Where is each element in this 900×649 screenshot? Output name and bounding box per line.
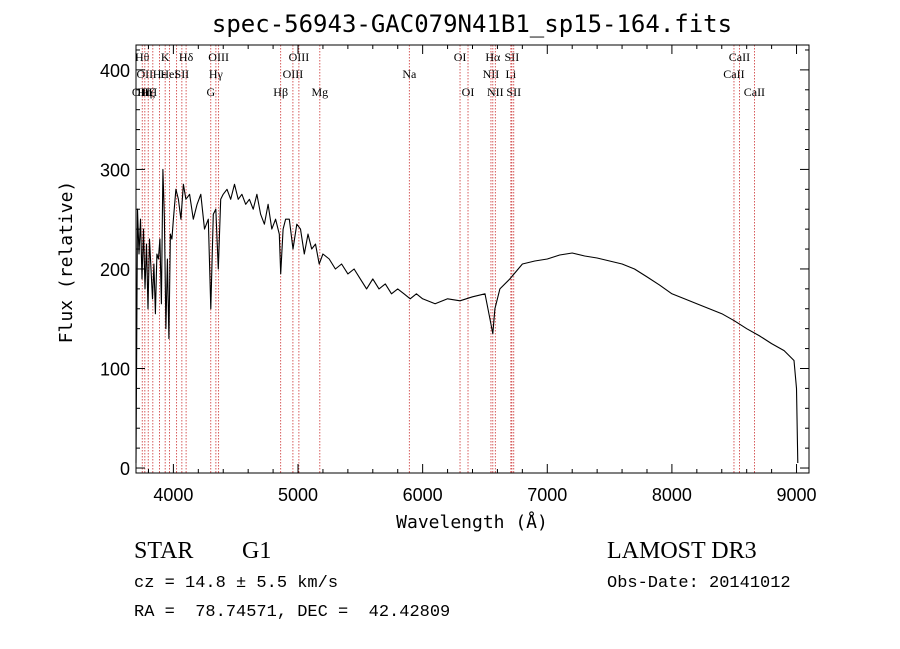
line-marker-label: Hβ xyxy=(273,85,288,99)
plot-frame xyxy=(135,44,810,474)
x-axis-label: Wavelength (Å) xyxy=(396,511,548,533)
line-marker-label: OI xyxy=(462,85,475,99)
y-tick-label: 0 xyxy=(120,459,130,479)
survey-name: LAMOST DR3 xyxy=(607,538,757,564)
y-tick-label: 300 xyxy=(100,160,130,180)
line-marker-label: SII xyxy=(175,67,190,81)
line-marker-label: OIII xyxy=(283,67,304,81)
x-tick-label: 6000 xyxy=(403,485,443,505)
line-marker-label: NII xyxy=(483,67,500,81)
line-marker-label: OIII xyxy=(208,50,229,64)
line-marker-layer: HθOIIIOIIHηHζHHεKHeISIIHδGHγOIIIHβOIIIOI… xyxy=(132,45,765,473)
observation-date: Obs-Date: 20141012 xyxy=(607,574,791,593)
line-marker-label: Hδ xyxy=(179,50,194,64)
line-marker-label: Hθ xyxy=(135,50,150,64)
line-marker-label: Hζ xyxy=(141,85,155,99)
axis-layer: 4000 5000 6000 7000 8000 9000 0 100 200 300 400 xyxy=(100,44,817,505)
y-tick-label: 100 xyxy=(100,359,130,379)
y-tick-label: 200 xyxy=(100,260,130,280)
line-marker-label: CaII xyxy=(723,67,744,81)
x-tick-label: 5000 xyxy=(278,485,318,505)
x-tick-label: 9000 xyxy=(777,485,817,505)
line-marker-label: Hα xyxy=(485,50,501,64)
line-marker-label: Hε xyxy=(153,67,167,81)
line-marker-label: CaII xyxy=(744,85,765,99)
line-marker-label: G xyxy=(206,85,215,99)
line-marker-label: HeI xyxy=(160,67,178,81)
line-marker-label: OIII xyxy=(132,85,153,99)
line-marker-label: NII xyxy=(487,85,504,99)
x-tick-label: 7000 xyxy=(527,485,567,505)
x-tick-label: 4000 xyxy=(153,485,193,505)
line-marker-label: K xyxy=(161,50,170,64)
line-marker-label: Hγ xyxy=(209,67,224,81)
object-class: STAR xyxy=(134,538,194,564)
chart-title: spec-56943-GAC079N41B1_sp15-164.fits xyxy=(212,10,732,38)
line-marker-label: OII xyxy=(137,67,154,81)
series-line-flux xyxy=(135,168,799,464)
coordinates: RA = 78.74571, DEC = 42.42809 xyxy=(134,603,451,622)
line-marker-label: Mg xyxy=(311,85,328,99)
y-tick-label: 400 xyxy=(100,61,130,81)
line-marker-label: SII xyxy=(506,85,521,99)
line-marker-label: Li xyxy=(506,67,517,81)
line-marker-label: OIII xyxy=(289,50,310,64)
redshift-value: cz = 14.8 ± 5.5 km/s xyxy=(134,574,339,593)
line-marker-label: H xyxy=(148,85,157,99)
series-layer xyxy=(135,168,799,464)
line-marker-label: OI xyxy=(454,50,467,64)
line-marker-label: SII xyxy=(505,50,520,64)
y-axis-label: Flux (relative) xyxy=(56,181,77,344)
x-tick-label: 8000 xyxy=(652,485,692,505)
line-marker-label: CaII xyxy=(729,50,750,64)
object-subclass: G1 xyxy=(242,538,272,564)
line-marker-label: Na xyxy=(402,67,417,81)
